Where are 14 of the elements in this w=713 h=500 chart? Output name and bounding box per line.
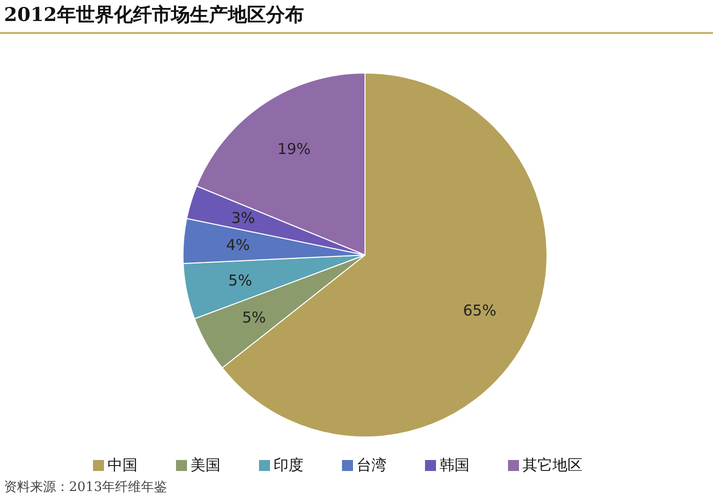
legend-label: 中国 xyxy=(108,456,138,474)
data-label: 4% xyxy=(226,236,250,254)
data-label: 5% xyxy=(228,272,252,290)
legend-label: 印度 xyxy=(274,456,304,474)
legend-label: 其它地区 xyxy=(522,456,582,474)
data-label: 65% xyxy=(462,302,496,320)
legend-label: 美国 xyxy=(190,456,220,474)
data-label: 3% xyxy=(231,208,256,227)
legend-label: 台湾 xyxy=(356,456,386,474)
chart-title: 2012年世界化纤市场生产地区分布 xyxy=(4,3,304,28)
data-label: 19% xyxy=(277,140,311,158)
data-label: 5% xyxy=(242,308,266,327)
legend-label: 韩国 xyxy=(440,456,470,474)
text: 资料来源：2013年纤维年鉴 xyxy=(4,479,168,496)
